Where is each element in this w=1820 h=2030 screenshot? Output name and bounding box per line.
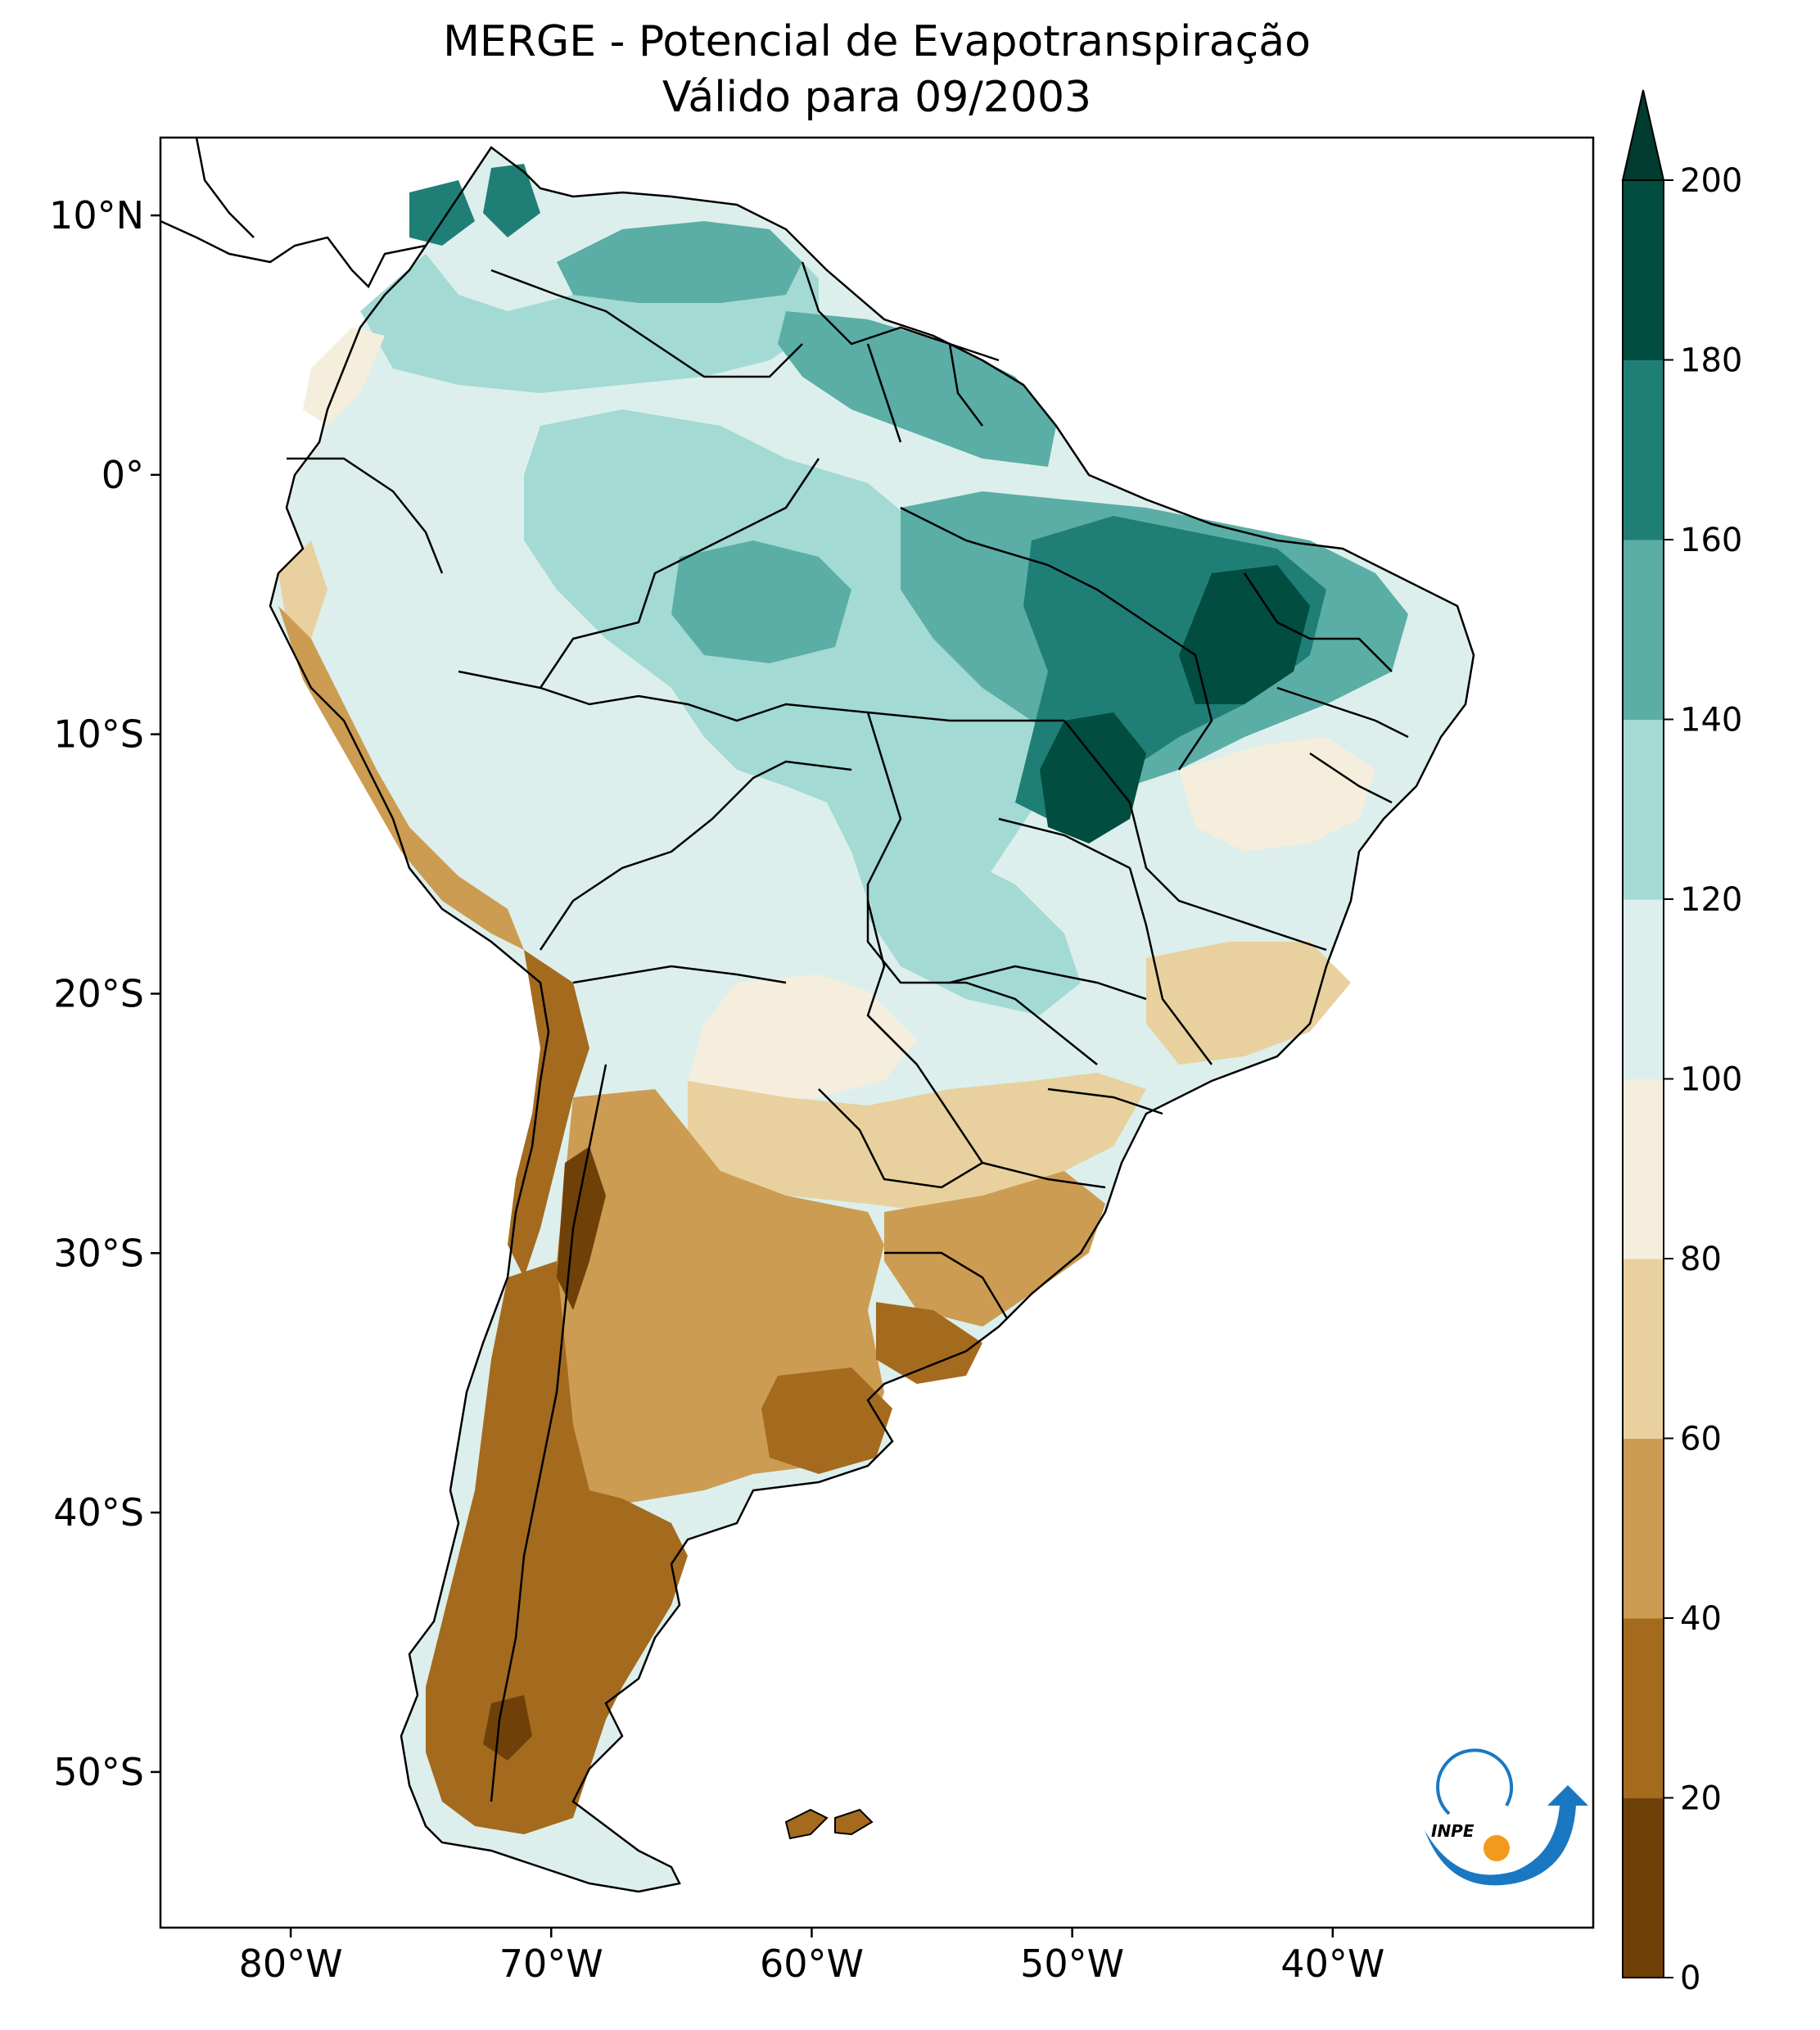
inpe-logo-swoosh [1425,1785,1588,1886]
colorbar-tick-label: 20 [1680,1780,1722,1818]
zone-0-20-south [483,1695,532,1761]
zone-60-80 [688,1073,1146,1212]
zone-140-160-guianas [778,311,1056,467]
zone-120-140-south [868,852,1081,1015]
colorbar-bin [1623,1438,1664,1619]
lat-tick-label: 20°S [53,971,144,1015]
colorbar-bin [1623,1259,1664,1439]
colorbar-bin [1623,719,1664,900]
colorbar-tick-label: 120 [1680,881,1742,919]
colorbar-tick-label: 100 [1680,1061,1742,1099]
colorbar-bin [1623,1797,1664,1978]
lat-tick-label: 40°S [53,1490,144,1535]
zone-20-40-uruguay [876,1302,982,1384]
zone-160-180-venezuela-2 [483,164,540,237]
lon-tick-label: 40°W [1280,1942,1384,1986]
zone-140-160-north [557,221,802,303]
falkland-islands [784,1808,874,1840]
colorbar-tick-label: 140 [1680,702,1742,739]
colorbar-bin [1623,180,1664,360]
inpe-logo: INPE [1425,1748,1588,1886]
zone-60-80-andes [278,540,327,639]
inpe-logo-text: INPE [1431,1821,1475,1841]
colorbar-tick-label: 80 [1680,1241,1722,1278]
colorbar-bin [1623,540,1664,720]
colorbar: 0 20 40 60 80 100 120 140 160 180 200 [1621,89,1742,1997]
colorbar-extend-arrow [1621,89,1665,181]
zone-140-160 [671,540,851,663]
zone-40-60-peru [278,606,524,950]
zone-80-100 [688,974,917,1105]
zone-180-200-center [1040,712,1146,843]
longitude-axis: 80°W 70°W 60°W 50°W 40°W [239,1928,1384,1986]
colorbar-bin [1623,899,1664,1079]
zone-20-40 [426,1261,688,1834]
country-borders [160,138,1475,1893]
map-title-line2: Válido para 09/2003 [662,73,1092,122]
colorbar-bin [1623,359,1664,540]
lat-tick-label: 10°S [53,712,144,757]
lat-tick-label: 50°S [53,1750,144,1794]
zone-20-40-pampas [761,1368,892,1474]
lat-tick-label: 10°N [49,193,144,237]
lon-tick-label: 80°W [239,1942,343,1986]
latitude-axis: 10°N 0° 10°S 20°S 30°S 40°S 50°S [49,193,160,1794]
lat-tick-label: 30°S [53,1231,144,1275]
zone-20-40-chile [508,950,589,1277]
colorbar-tick-label: 40 [1680,1600,1722,1638]
map-frame [159,136,1595,1929]
lon-tick-label: 70°W [499,1942,603,1986]
zone-40-60-uruguay [884,1171,1105,1327]
colorbar-tick-label: 0 [1680,1960,1700,1997]
lon-tick-label: 50°W [1020,1942,1124,1986]
zone-80-100-andes [303,328,385,426]
colorbar-tick-label: 60 [1680,1421,1722,1458]
inpe-logo-ring [1436,1748,1514,1815]
zone-180-200 [1179,565,1310,704]
colorbar-bin [1623,1618,1664,1798]
inpe-logo-sun [1484,1835,1510,1861]
zone-80-100-east [1179,737,1375,852]
colorbar-tick-label: 200 [1680,162,1742,200]
colorbar-bin [1623,1078,1664,1259]
map-title-line1: MERGE - Potencial de Evapotranspiração [443,17,1311,66]
lon-tick-label: 60°W [760,1942,864,1986]
continent-fill [160,138,1475,1893]
lat-tick-label: 0° [102,453,144,497]
colorbar-tick-label: 160 [1680,522,1742,559]
colorbar-tick-label: 180 [1680,342,1742,380]
